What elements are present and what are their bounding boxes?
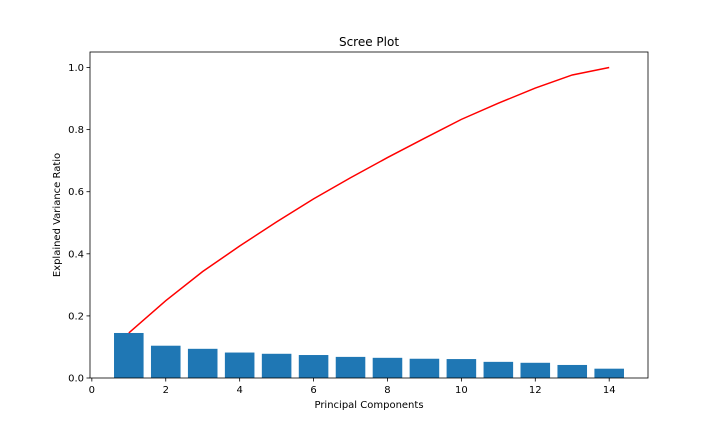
bar-1 — [114, 332, 144, 378]
y-tick-label-0.8: 0.8 — [68, 125, 84, 136]
bar-3 — [187, 348, 218, 378]
bar-14 — [594, 368, 624, 378]
chart-title: Scree Plot — [339, 35, 399, 49]
bar-2 — [150, 345, 181, 378]
x-axis-title: Principal Components — [314, 400, 423, 411]
y-tick-label-0.6: 0.6 — [68, 187, 84, 198]
bar-13 — [557, 364, 588, 378]
bar-5 — [261, 353, 292, 378]
bar-11 — [483, 361, 514, 378]
y-tick-label-0.4: 0.4 — [68, 249, 84, 260]
bar-10 — [446, 359, 477, 378]
x-tick-label-4: 4 — [236, 385, 242, 396]
x-tick-label-6: 6 — [310, 385, 316, 396]
x-tick-label-0: 0 — [89, 385, 95, 396]
cumulative-variance-line — [128, 66, 610, 334]
plot-frame — [89, 51, 649, 379]
bar-6 — [298, 355, 329, 378]
plot-area: 0 2 4 6 8 10 12 14 0.0 0.2 0.4 0.6 0.8 1.0 — [68, 51, 649, 396]
bar-7 — [335, 356, 366, 378]
x-tick-label-12: 12 — [529, 385, 542, 396]
y-tick-label-0.2: 0.2 — [68, 311, 84, 322]
x-tick-label-14: 14 — [603, 385, 616, 396]
x-tick-label-2: 2 — [163, 385, 169, 396]
y-tick-label-0.0: 0.0 — [68, 374, 84, 385]
bar-8 — [372, 357, 403, 378]
y-axis-title: Explained Variance Ratio — [52, 153, 63, 277]
bar-4 — [224, 352, 255, 378]
x-tick-label-10: 10 — [455, 385, 468, 396]
bar-9 — [409, 358, 440, 378]
bar-12 — [520, 362, 551, 378]
y-tick-label-1.0: 1.0 — [68, 63, 84, 74]
x-tick-label-8: 8 — [384, 385, 390, 396]
